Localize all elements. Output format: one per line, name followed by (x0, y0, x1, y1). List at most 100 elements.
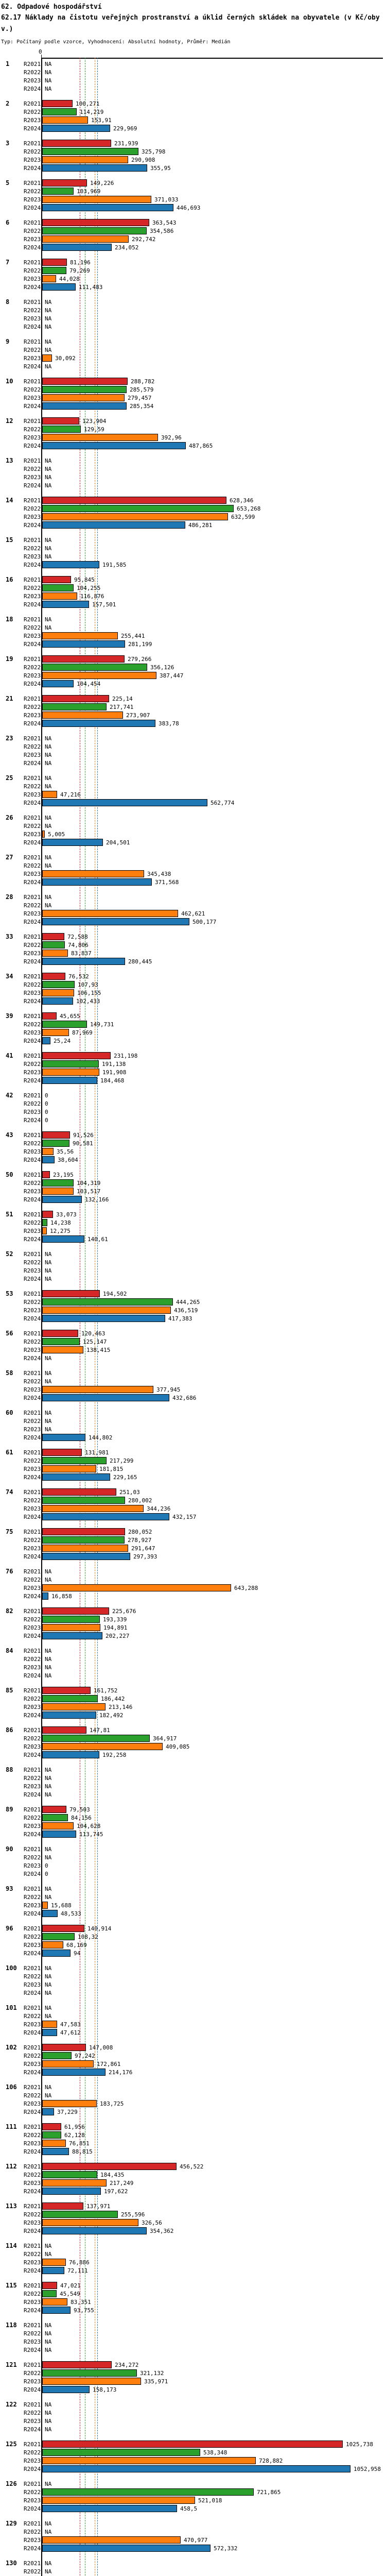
bar-row: 18 R2021 NA (0, 615, 386, 623)
bar-zone: 417,383 (41, 1314, 386, 1323)
year-label: R2023 (24, 1941, 41, 1948)
value-bar-r2022 (42, 2131, 61, 2139)
year-label: R2021 (24, 2004, 41, 2011)
value-label: 377,945 (156, 1386, 181, 1393)
bar-zone: 197,622 (41, 2187, 386, 2195)
bar-row: R2022 354,586 (0, 227, 386, 235)
year-label: R2022 (24, 1695, 41, 1702)
bar-row: 121 R2021 234,272 (0, 2361, 386, 2369)
value-label: 280,002 (128, 1497, 152, 1504)
bar-zone: 72,588 (41, 933, 386, 941)
value-bar-r2023 (42, 434, 158, 441)
bar-row: R2023 0 (0, 1108, 386, 1116)
value-bar-r2022 (42, 188, 74, 195)
bar-zone: 229,969 (41, 124, 386, 132)
bar-row: R2022 14,238 (0, 1218, 386, 1227)
bar-zone: NA (41, 1980, 386, 1989)
value-label: NA (45, 315, 52, 322)
value-label: 74,806 (68, 942, 89, 948)
bar-row: 19 R2021 279,266 (0, 655, 386, 663)
bar-row: R2024 93,755 (0, 2306, 386, 2314)
bar-row: 43 R2021 91,526 (0, 1131, 386, 1139)
group-number: 90 (6, 1845, 13, 1853)
bar-row: R2022 321,132 (0, 2369, 386, 2377)
bar-row: R2024 229,165 (0, 1473, 386, 1481)
value-label: 76,851 (69, 2140, 90, 2147)
bar-zone: 285,579 (41, 385, 386, 394)
bar-row: 129 R2021 NA (0, 2519, 386, 2528)
value-label: NA (45, 2243, 52, 2249)
value-label: NA (45, 69, 52, 76)
bar-row: R2024 281,199 (0, 640, 386, 648)
bar-row: R2023 255,441 (0, 632, 386, 640)
value-label: 225,676 (112, 1608, 136, 1615)
bar-zone: 538,348 (41, 2448, 386, 2456)
value-label: NA (45, 1577, 52, 1583)
value-label: 72,111 (67, 2267, 88, 2274)
bar-zone: 45,655 (41, 1012, 386, 1020)
year-label: R2023 (24, 2497, 41, 2504)
bar-row: R2023 371,033 (0, 195, 386, 204)
value-label: NA (45, 1648, 52, 1654)
bar-row: R2022 0 (0, 1099, 386, 1108)
bar-row: R2023 106,155 (0, 989, 386, 997)
group-number: 85 (6, 1687, 13, 1694)
bar-zone: 74,806 (41, 941, 386, 949)
value-bar-r2021 (42, 2441, 343, 2448)
value-label: 721,865 (257, 2489, 281, 2496)
bar-zone: 129,59 (41, 425, 386, 433)
value-bar-r2023 (42, 1148, 54, 1155)
bar-zone: NA (41, 853, 386, 861)
bar-row: 102 R2021 147,008 (0, 2043, 386, 2052)
bar-zone: NA (41, 76, 386, 84)
group-13: 13 R2021 NA R2022 NA R2023 NA R2024 NA (0, 456, 386, 489)
bar-row: R2024 38,604 (0, 1156, 386, 1164)
year-label: R2021 (24, 2202, 41, 2210)
value-label: 48,533 (61, 1910, 81, 1917)
group-number: 39 (6, 1012, 13, 1020)
value-label: 728,882 (259, 2458, 283, 2464)
group-number: 130 (6, 2560, 17, 2567)
group-19: 19 R2021 279,266 R2022 356,126 R2023 387,447 R2… (0, 655, 386, 688)
value-label: 371,033 (154, 196, 179, 203)
bar-zone: 321,132 (41, 2369, 386, 2377)
value-label: 91,526 (73, 1132, 94, 1139)
value-label: NA (45, 1259, 52, 1266)
value-label: 104,319 (77, 1180, 101, 1187)
group-number: 61 (6, 1449, 13, 1456)
year-label: R2024 (24, 2029, 41, 2036)
year-label: R2021 (24, 695, 41, 702)
year-label: R2022 (24, 1933, 41, 1940)
value-label: 326,56 (142, 2219, 162, 2226)
year-label: R2021 (24, 1012, 41, 1020)
value-label: 562,774 (210, 800, 235, 806)
value-bar-r2022 (42, 2449, 200, 2456)
year-label: R2024 (24, 878, 41, 886)
bar-row: 126 R2021 NA (0, 2480, 386, 2488)
year-label: R2024 (24, 2267, 41, 2274)
value-bar-r2024 (42, 521, 185, 529)
bar-row: 25 R2021 NA (0, 774, 386, 782)
value-label: 1052,958 (354, 2466, 381, 2472)
value-bar-r2023 (42, 592, 77, 600)
bar-row: R2022 NA (0, 742, 386, 751)
year-label: R2023 (24, 1108, 41, 1115)
bar-zone: 193,339 (41, 1615, 386, 1623)
year-label: R2022 (24, 664, 41, 671)
bar-row: R2024 214,176 (0, 2068, 386, 2076)
year-label: R2024 (24, 1989, 41, 1996)
bar-row: R2024 88,815 (0, 2147, 386, 2156)
bar-row: R2024 371,568 (0, 878, 386, 886)
bar-zone: NA (41, 2346, 386, 2354)
bar-zone: 103,517 (41, 1187, 386, 1195)
bar-zone: 125,147 (41, 1337, 386, 1346)
bar-row: R2024 182,492 (0, 1711, 386, 1719)
group-number: 3 (6, 140, 10, 147)
bar-zone: NA (41, 2559, 386, 2567)
value-label: NA (45, 2401, 52, 2408)
bar-zone: 288,782 (41, 377, 386, 385)
bar-row: R2024 285,354 (0, 402, 386, 410)
group-5: 5 R2021 149,226 R2022 103,969 R2023 371,033 R20… (0, 179, 386, 212)
value-bar-r2023 (42, 2100, 97, 2107)
bar-zone: NA (41, 2519, 386, 2528)
